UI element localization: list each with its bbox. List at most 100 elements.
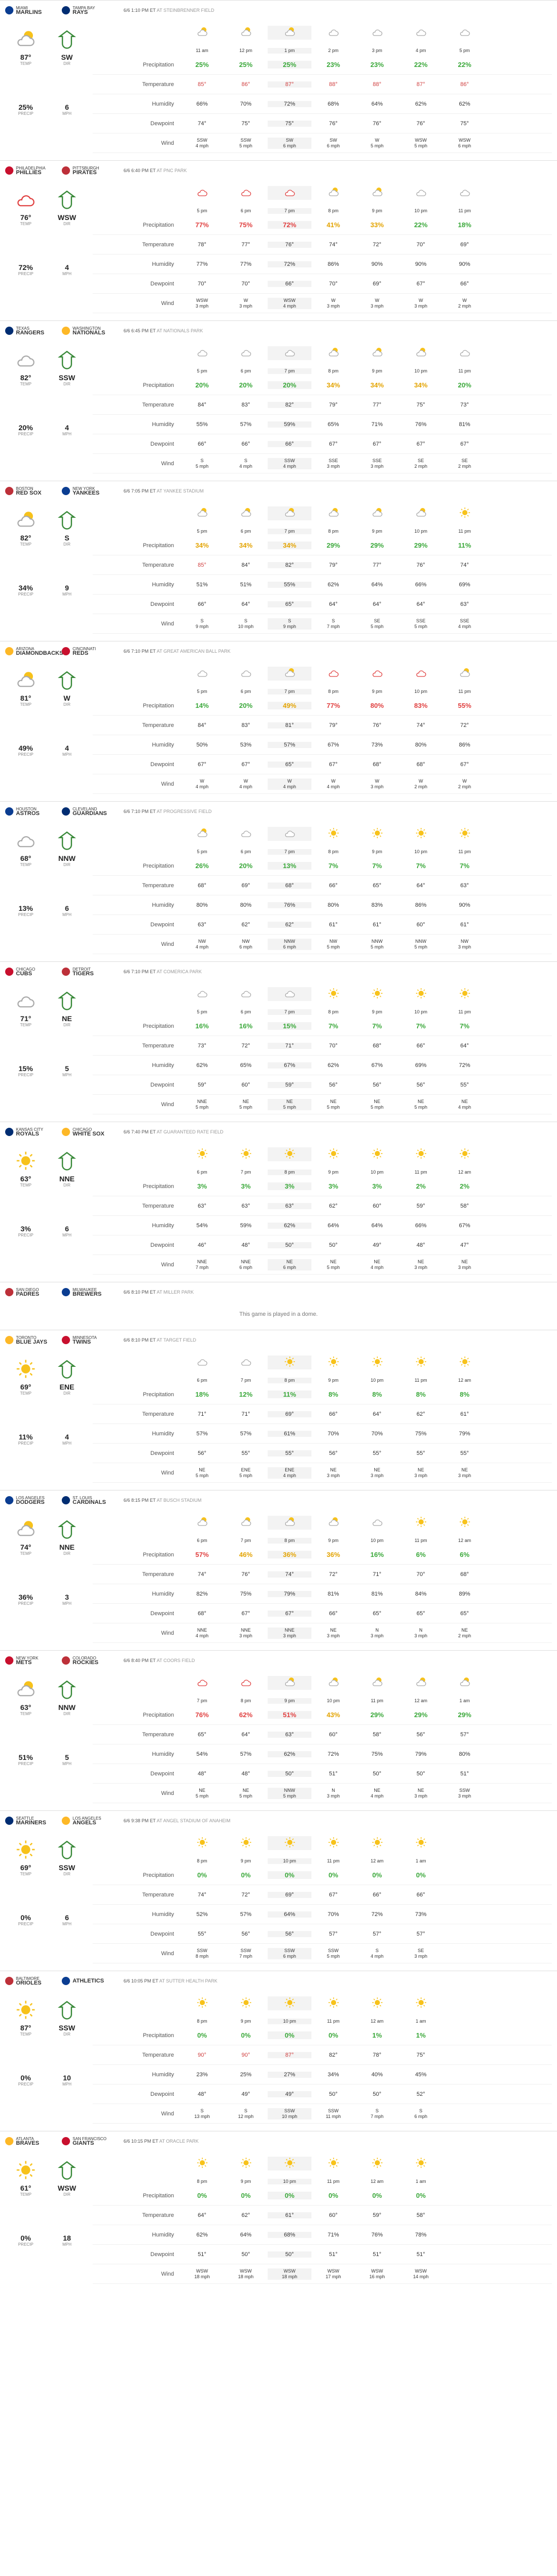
- team-logo-icon: [62, 166, 70, 175]
- cell-value: 47°: [460, 1242, 469, 1248]
- away-team[interactable]: KANSAS CITY ROYALS: [5, 1127, 62, 1137]
- sun-icon: [180, 1996, 224, 2010]
- away-team[interactable]: TEXAS RANGERS: [5, 326, 62, 336]
- wind-arrow-icon: [56, 990, 78, 1011]
- away-team[interactable]: SAN DIEGO PADRES: [5, 1287, 62, 1297]
- cell-value: 67°: [460, 761, 469, 768]
- cell-value: 0%: [197, 2031, 207, 2039]
- wind-speed: 3 mph: [326, 1472, 340, 1478]
- game-summary: 63° TEMP NNW DIR 51% PRECIP 5 MPH: [5, 1669, 93, 1803]
- sun-icon: [355, 2157, 399, 2171]
- hour-label: 12 am: [458, 1537, 471, 1543]
- sun-icon: [355, 1147, 399, 1161]
- wind-dir: SSE: [328, 457, 338, 463]
- away-team[interactable]: CHICAGO CUBS: [5, 967, 62, 977]
- home-team[interactable]: MILWAUKEE BREWERS: [62, 1287, 118, 1297]
- cell-value: 59°: [416, 1202, 425, 1209]
- cell-value: 62°: [268, 921, 311, 928]
- game-summary: 68° TEMP NNW DIR 13% PRECIP 6 MPH: [5, 820, 93, 954]
- team-city: LOS ANGELES: [73, 1816, 101, 1821]
- home-team[interactable]: SAN FRANCISCO GIANTS: [62, 2137, 118, 2146]
- home-team[interactable]: WASHINGTON NATIONALS: [62, 326, 118, 336]
- hour-label: 12 am: [458, 1377, 471, 1383]
- away-team[interactable]: PHILADELPHIA PHILLIES: [5, 166, 62, 176]
- game-card: LOS ANGELES DODGERS ST. LOUIS CARDINALS 6/6 …: [0, 1490, 557, 1650]
- cloud-icon: [15, 990, 37, 1011]
- away-team[interactable]: NEW YORK METS: [5, 1656, 62, 1666]
- game-body: 63° TEMP NNW DIR 51% PRECIP 5 MPH 7 pm 8 pm 9 pm 10…: [5, 1669, 552, 1803]
- cell-value: 63°: [241, 1202, 250, 1209]
- sun-icon: [15, 2159, 37, 2181]
- summary-dir: SSW DIR: [46, 1999, 88, 2066]
- away-team[interactable]: MIAMI MARLINS: [5, 6, 62, 15]
- cloud-icon: [180, 667, 224, 681]
- wind-dir: W: [462, 297, 467, 303]
- cell-value: 88°: [329, 81, 338, 88]
- away-team[interactable]: SEATTLE MARINERS: [5, 1816, 62, 1826]
- wind-dir: NE: [242, 1787, 249, 1793]
- home-team[interactable]: COLORADO ROCKIES: [62, 1656, 118, 1666]
- hourly-icons-row: [93, 340, 552, 366]
- cell-value: 55°: [373, 1450, 381, 1456]
- rain-cloud-icon: [268, 185, 311, 200]
- away-team[interactable]: ATLANTA BRAVES: [5, 2137, 62, 2146]
- cell-value: NW 3 mph: [443, 939, 486, 950]
- summary-dir-value: WSW: [58, 213, 76, 222]
- away-team[interactable]: ARIZONA DIAMONDBACKS: [5, 647, 63, 656]
- home-team[interactable]: DETROIT TIGERS: [62, 967, 118, 977]
- wind-speed: 5 mph: [370, 143, 384, 148]
- wind-speed: 6 mph: [239, 1264, 252, 1270]
- away-team[interactable]: HOUSTON ASTROS: [5, 807, 62, 817]
- cell-value: 51°: [329, 1770, 338, 1777]
- ballpark-name: AT YANKEE STADIUM: [156, 488, 204, 494]
- home-team[interactable]: PITTSBURGH PIRATES: [62, 166, 118, 176]
- cloud-icon: [443, 26, 486, 40]
- rain-cloud-icon: [355, 667, 399, 681]
- cell-value: 76%: [268, 902, 311, 908]
- summary-dir-label: DIR: [63, 382, 71, 386]
- partly-cloudy-icon: [311, 186, 355, 200]
- cell-value: NE 5 mph: [180, 1467, 224, 1479]
- home-team[interactable]: MINNESOTA TWINS: [62, 1335, 118, 1345]
- home-team[interactable]: ATHLETICS: [62, 1977, 118, 1985]
- cell-value: 52%: [196, 1911, 208, 1918]
- wind-speed: 5 mph: [239, 1472, 252, 1478]
- cell-value: 6%: [460, 1551, 469, 1558]
- team-city: PITTSBURGH: [73, 166, 99, 171]
- summary-mph-label: MPH: [62, 592, 72, 597]
- wind-speed: 2 mph: [458, 463, 471, 469]
- cell-value: SSW 4 mph: [180, 138, 224, 149]
- cell-value: 55%: [458, 702, 472, 709]
- cell-value: 76°: [268, 241, 311, 248]
- hourly-grid: 11 am 12 pm 1 pm 2 pm 3 pm 4 pm 5 pm Precipitat…: [93, 19, 552, 153]
- team-name: TORONTO BLUE JAYS: [16, 1335, 47, 1345]
- summary-precip-value: 13%: [18, 904, 33, 912]
- summary-dir: WSW DIR: [46, 189, 88, 256]
- home-team[interactable]: LOS ANGELES ANGELS: [62, 1816, 118, 1826]
- hour-label: 9 pm: [240, 2018, 251, 2024]
- hour-label: 11 pm: [458, 849, 471, 854]
- cell-value: 64%: [371, 581, 383, 588]
- wind-dir: WSW: [196, 297, 208, 303]
- summary-temp: 76° TEMP: [5, 189, 46, 256]
- away-team[interactable]: BALTIMORE ORIOLES: [5, 1976, 62, 1986]
- summary-precip: 34% PRECIP: [5, 584, 46, 626]
- hourly-times-row: 8 pm 9 pm 10 pm 11 pm 12 am 1 am: [93, 1856, 552, 1866]
- home-team[interactable]: TAMPA BAY RAYS: [62, 6, 118, 15]
- cell-value: 49%: [268, 702, 311, 709]
- away-team[interactable]: BOSTON RED SOX: [5, 486, 62, 496]
- cell-value: 57%: [195, 1551, 209, 1558]
- home-team[interactable]: NEW YORK YANKEES: [62, 486, 118, 496]
- home-team[interactable]: CLEVELAND GUARDIANS: [62, 807, 118, 817]
- wind-speed: 9 mph: [195, 623, 208, 629]
- cell-value: 34%: [195, 541, 209, 549]
- cell-value: 82°: [268, 562, 311, 568]
- away-team[interactable]: TORONTO BLUE JAYS: [5, 1335, 62, 1345]
- home-team[interactable]: CHICAGO WHITE SOX: [62, 1127, 118, 1137]
- away-team[interactable]: LOS ANGELES DODGERS: [5, 1496, 62, 1505]
- team-nickname: PIRATES: [73, 170, 97, 176]
- home-team[interactable]: ST. LOUIS CARDINALS: [62, 1496, 118, 1505]
- home-team[interactable]: CINCINNATI REDS: [62, 647, 118, 656]
- summary-dir-value: S: [64, 534, 69, 542]
